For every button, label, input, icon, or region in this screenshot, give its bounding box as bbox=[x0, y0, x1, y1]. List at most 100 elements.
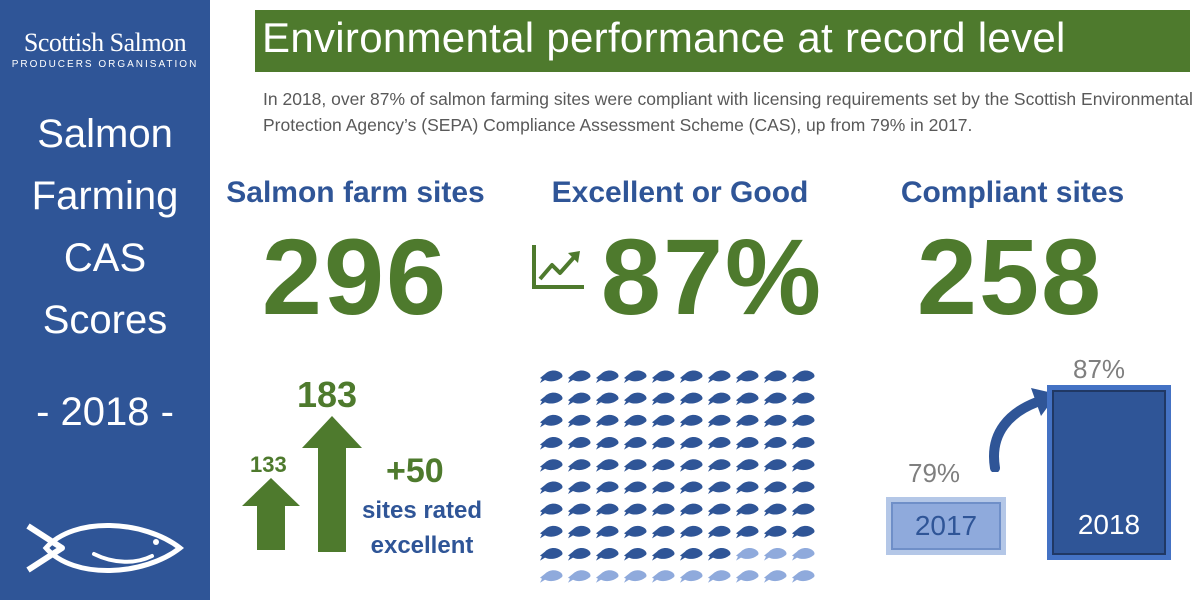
fish-icon bbox=[596, 437, 619, 450]
fish-icon bbox=[568, 459, 591, 472]
fish-icon bbox=[652, 392, 675, 406]
fish-icon bbox=[624, 481, 647, 494]
sidebar-year: - 2018 - bbox=[36, 390, 174, 434]
value-2018: 87% bbox=[1073, 354, 1126, 384]
fish-icon bbox=[736, 392, 759, 406]
fish-icon bbox=[764, 503, 787, 517]
fish-icon bbox=[568, 392, 591, 406]
fish-icon bbox=[764, 414, 787, 428]
fish-icon bbox=[764, 525, 787, 539]
fish-icon bbox=[624, 459, 647, 472]
fish-icon bbox=[708, 414, 731, 428]
sidebar-title-line-3: CAS bbox=[63, 236, 147, 280]
fish-logo-icon bbox=[26, 523, 184, 573]
fish-icon bbox=[764, 481, 787, 494]
fish-icon bbox=[792, 548, 815, 561]
fish-icon bbox=[736, 414, 759, 428]
fish-icon bbox=[764, 370, 787, 383]
excellent-caption-line-2: excellent bbox=[370, 532, 474, 559]
fish-icon bbox=[792, 481, 815, 494]
fish-icon bbox=[624, 414, 647, 428]
trend-chart-icon bbox=[532, 245, 584, 289]
fish-icon bbox=[680, 392, 703, 406]
fish-icon bbox=[596, 503, 619, 517]
fish-icon bbox=[736, 437, 759, 450]
stat-label-excellent-good: Excellent or Good bbox=[551, 176, 809, 209]
fish-icon bbox=[708, 570, 731, 583]
fish-icon bbox=[568, 414, 591, 428]
fish-icon bbox=[792, 570, 815, 583]
fish-icon bbox=[736, 459, 759, 472]
fish-icon bbox=[680, 414, 703, 428]
fish-icon bbox=[680, 459, 703, 472]
fish-icon bbox=[708, 548, 731, 561]
fish-icon bbox=[680, 481, 703, 494]
bar-2018-label: 2018 bbox=[1077, 509, 1141, 540]
fish-icon bbox=[680, 503, 703, 517]
fish-icon bbox=[792, 437, 815, 450]
fish-icon bbox=[736, 548, 759, 561]
fish-icon bbox=[540, 392, 563, 406]
fish-icon bbox=[652, 437, 675, 450]
fish-icon bbox=[764, 548, 787, 561]
fish-icon bbox=[540, 370, 563, 383]
bar-2017: 2017 bbox=[886, 497, 1006, 555]
fish-icon bbox=[596, 548, 619, 561]
fish-icon bbox=[792, 392, 815, 406]
stat-value-excellent-good: 87% bbox=[600, 216, 824, 337]
fish-icon bbox=[540, 481, 563, 494]
small-up-arrow-icon bbox=[242, 478, 300, 550]
fish-icon bbox=[568, 437, 591, 450]
fish-icon bbox=[792, 525, 815, 539]
fish-icon bbox=[624, 370, 647, 383]
fish-icon bbox=[568, 525, 591, 539]
fish-icon bbox=[708, 503, 731, 517]
fish-icon bbox=[736, 370, 759, 383]
fish-icon bbox=[652, 414, 675, 428]
fish-icon bbox=[680, 525, 703, 539]
fish-icon bbox=[708, 459, 731, 472]
value-2017: 79% bbox=[908, 458, 961, 488]
stat-value-sites: 296 bbox=[261, 216, 449, 337]
fish-icon bbox=[708, 437, 731, 450]
fish-icon bbox=[624, 525, 647, 539]
brand-name: Scottish Salmon bbox=[23, 28, 187, 57]
fish-icon bbox=[736, 481, 759, 494]
fish-icon bbox=[568, 503, 591, 517]
fish-icon bbox=[596, 370, 619, 383]
fish-icon bbox=[596, 459, 619, 472]
fish-icon bbox=[736, 525, 759, 539]
fish-icon bbox=[652, 570, 675, 583]
fish-icon bbox=[736, 570, 759, 583]
fish-icon bbox=[680, 570, 703, 583]
fish-icon bbox=[624, 437, 647, 450]
sidebar-title-line-2: Farming bbox=[31, 174, 179, 218]
fish-icon bbox=[568, 570, 591, 583]
fish-icon bbox=[652, 548, 675, 561]
fish-icon bbox=[792, 370, 815, 383]
fish-icon bbox=[792, 503, 815, 517]
fish-icon bbox=[596, 525, 619, 539]
fish-icon bbox=[624, 548, 647, 561]
fish-icon bbox=[652, 525, 675, 539]
fish-icon bbox=[652, 503, 675, 517]
fish-icon bbox=[624, 392, 647, 406]
excellent-2017-count: 133 bbox=[250, 452, 287, 477]
sidebar: Scottish Salmon PRODUCERS ORGANISATION S… bbox=[0, 0, 210, 600]
fish-icon bbox=[652, 370, 675, 383]
fish-icon bbox=[568, 548, 591, 561]
fish-icon bbox=[540, 503, 563, 517]
excellent-2018-count: 183 bbox=[297, 374, 358, 415]
fish-icon bbox=[596, 481, 619, 494]
fish-icon bbox=[568, 481, 591, 494]
sidebar-title-line-4: Scores bbox=[42, 298, 168, 342]
stat-value-compliant: 258 bbox=[916, 216, 1104, 337]
large-up-arrow-icon bbox=[302, 416, 362, 552]
fish-icon bbox=[680, 437, 703, 450]
fish-icon bbox=[680, 548, 703, 561]
fish-icon bbox=[540, 437, 563, 450]
fish-icon bbox=[624, 570, 647, 583]
intro-text: In 2018, over 87% of salmon farming site… bbox=[263, 89, 1193, 135]
fish-icon bbox=[764, 459, 787, 472]
fish-icon bbox=[652, 459, 675, 472]
